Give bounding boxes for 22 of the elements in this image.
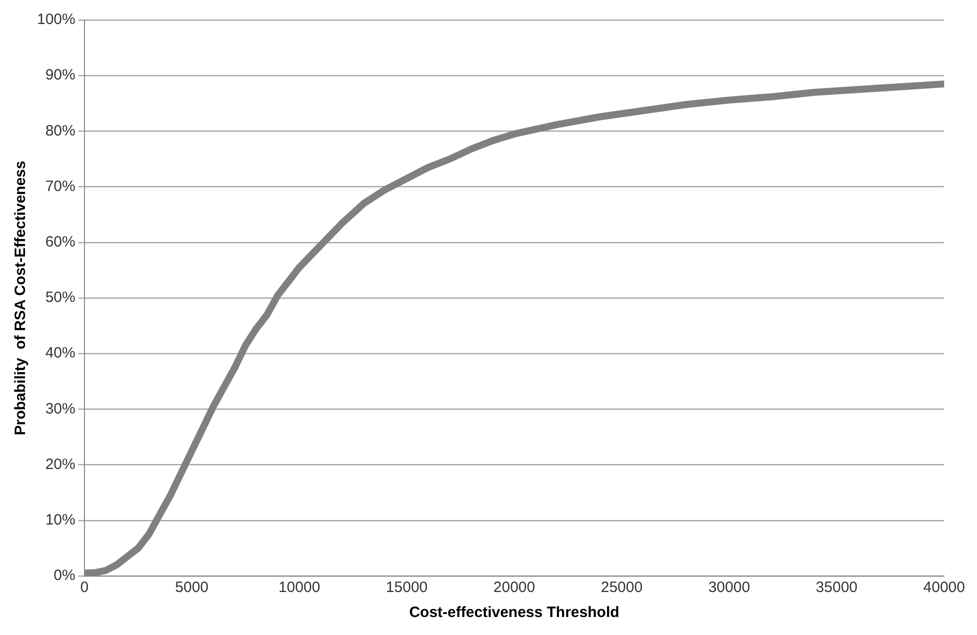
x-tick-label: 25000 [600, 579, 643, 596]
y-tick-label: 40% [45, 344, 76, 362]
y-tick-label: 100% [36, 11, 76, 28]
x-tick-label: 0 [80, 579, 89, 596]
y-tick-label: 30% [45, 400, 76, 418]
y-tick-label: 70% [45, 178, 76, 195]
y-tick-label: 80% [45, 122, 76, 140]
x-tick-label: 35000 [816, 579, 858, 596]
x-tick-label: 10000 [278, 579, 320, 596]
x-tick-label: 5000 [175, 579, 209, 596]
y-axis-title: Probability of RSA Cost-Effectiveness [12, 160, 30, 436]
y-tick-label: 0% [54, 567, 76, 584]
y-tick-label: 90% [45, 66, 76, 84]
x-tick-label: 15000 [386, 579, 428, 596]
x-tick-label: 30000 [708, 579, 750, 596]
y-tick-label: 60% [45, 234, 76, 251]
y-tick-label: 50% [45, 289, 76, 306]
x-tick-label: 20000 [493, 579, 536, 596]
x-axis-title: Cost-effectiveness Threshold [409, 604, 620, 622]
x-tick-label: 40000 [923, 579, 966, 596]
y-tick-label: 10% [45, 512, 76, 529]
y-tick-label: 20% [45, 456, 76, 473]
